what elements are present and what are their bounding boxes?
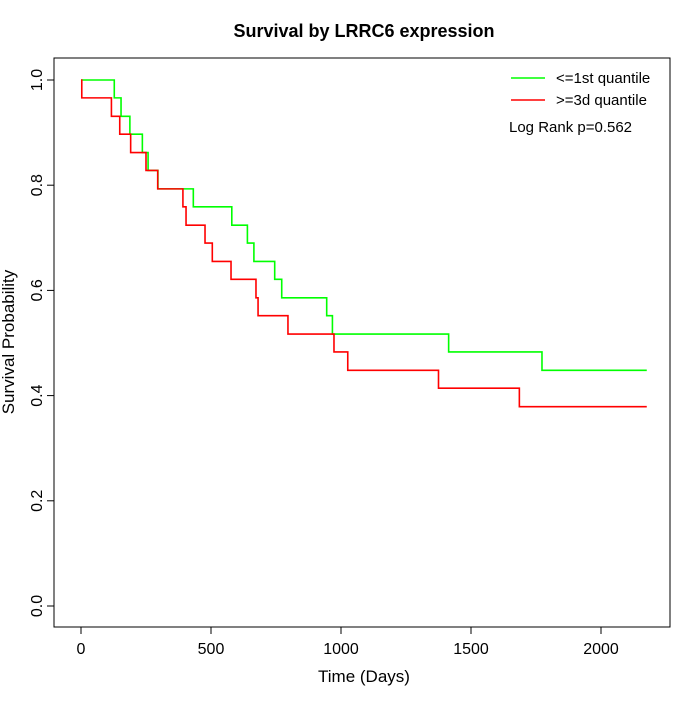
x-axis: 0 500 1000 1500 2000: [77, 626, 619, 658]
x-tick-label: 500: [198, 641, 225, 658]
log-rank-annotation: Log Rank p=0.562: [509, 119, 632, 136]
y-tick-label: 0.6: [29, 279, 46, 301]
y-axis-label: Survival Probability: [0, 269, 18, 414]
plot-frame: [53, 57, 671, 628]
y-tick-label: 0.0: [29, 595, 46, 617]
legend: <=1st quantile >=3d quantile Log Rank p=…: [509, 70, 650, 136]
x-tick-label: 2000: [583, 641, 619, 658]
chart-title: Survival by LRRC6 expression: [233, 21, 494, 41]
y-tick-label: 1.0: [29, 69, 46, 91]
series-line-0: [81, 79, 647, 372]
x-axis-label: Time (Days): [318, 667, 410, 686]
y-tick-label: 0.4: [29, 384, 46, 406]
legend-label-0: <=1st quantile: [556, 70, 650, 87]
y-tick-label: 0.8: [29, 174, 46, 196]
x-tick-label: 1500: [453, 641, 489, 658]
y-tick-label: 0.2: [29, 490, 46, 512]
series-line-1: [80, 79, 647, 408]
x-tick-label: 1000: [323, 641, 359, 658]
series-group: [80, 79, 647, 408]
y-axis: 0.0 0.2 0.4 0.6 0.8 1.0: [29, 69, 55, 617]
legend-label-1: >=3d quantile: [556, 92, 647, 109]
x-tick-label: 0: [77, 641, 86, 658]
